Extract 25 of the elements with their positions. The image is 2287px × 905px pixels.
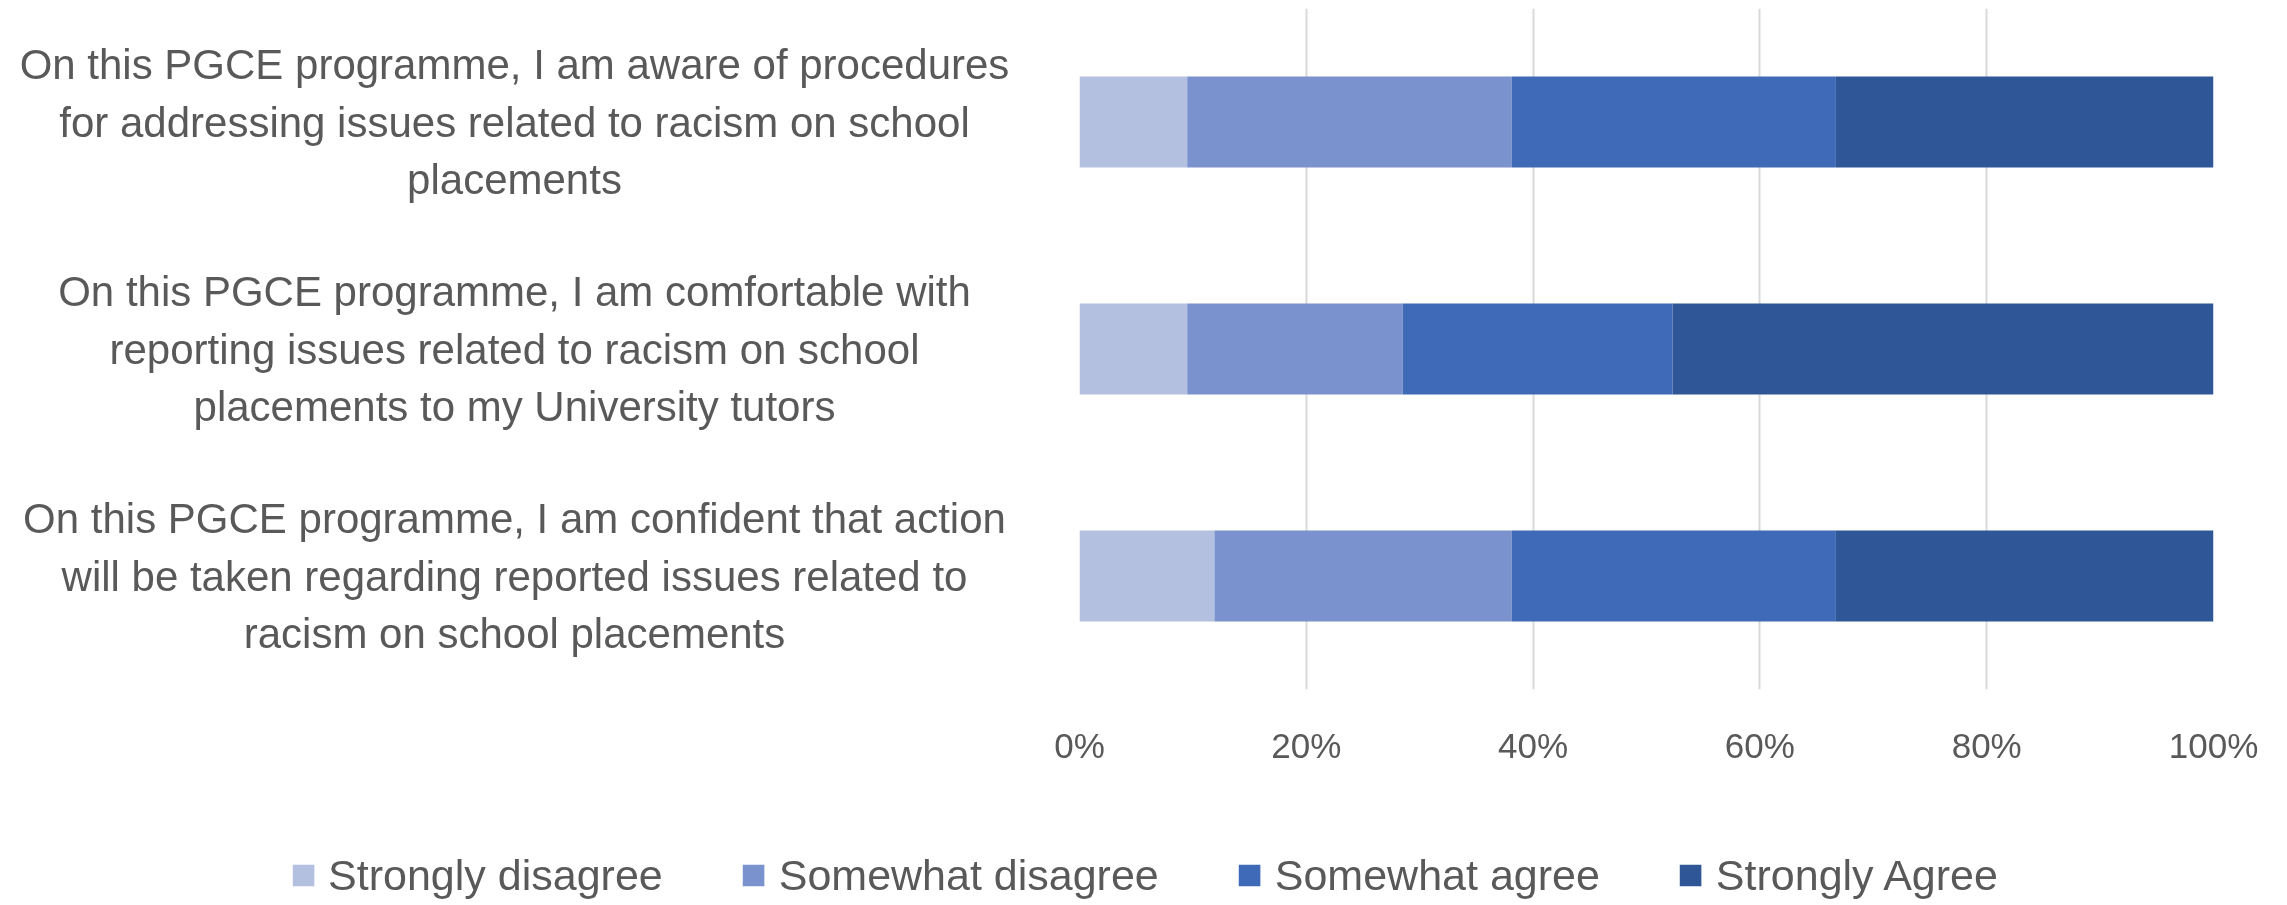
x-tick-label: 40% xyxy=(1498,725,1569,765)
y-tick-label: On this PGCE programme, I am comfortable with reporting issues related to racism on school placements to my University tutors xyxy=(58,268,971,430)
x-tick-label: 80% xyxy=(1951,725,2022,765)
legend-label: Strongly disagree xyxy=(328,850,663,900)
bar xyxy=(1187,303,1403,395)
bar xyxy=(1835,76,2214,168)
bar xyxy=(1079,76,1188,168)
bar xyxy=(1079,530,1215,622)
bar xyxy=(1511,76,1836,168)
bar xyxy=(1672,303,2214,395)
bar xyxy=(1511,530,1836,622)
y-tick-label: On this PGCE programme, I am aware of procedures for addressing issues related to racism on school placements xyxy=(19,41,1010,203)
bar xyxy=(1402,303,1673,395)
y-tick-label: On this PGCE programme, I am confident that action will be taken regarding reported issues related to racism on school placements xyxy=(23,495,1006,657)
legend-label: Strongly Agree xyxy=(1715,850,1998,900)
bar xyxy=(1079,303,1188,395)
x-tick-label: 100% xyxy=(2168,725,2259,765)
x-tick-label: 20% xyxy=(1271,725,1342,765)
legend-label: Somewhat agree xyxy=(1274,850,1600,900)
bar xyxy=(1187,76,1512,168)
x-tick-label: 60% xyxy=(1724,725,1795,765)
legend-label: Somewhat disagree xyxy=(778,850,1159,900)
bar xyxy=(1835,530,2214,622)
x-tick-label: 0% xyxy=(1054,725,1105,765)
bar xyxy=(1214,530,1512,622)
